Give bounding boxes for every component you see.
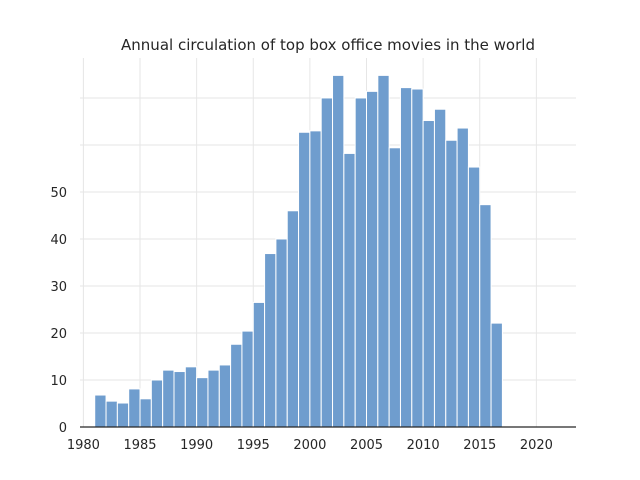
bar xyxy=(116,402,130,428)
x-tick-label: 2000 xyxy=(293,438,326,453)
y-tick-label: 30 xyxy=(50,280,67,295)
bar xyxy=(241,330,254,428)
bar xyxy=(433,108,447,428)
bar xyxy=(173,371,186,428)
bar xyxy=(388,147,401,428)
bar xyxy=(218,364,232,428)
bar xyxy=(150,379,164,428)
bar xyxy=(230,343,243,428)
bar xyxy=(490,322,503,428)
bar xyxy=(445,139,458,428)
bar xyxy=(332,74,345,428)
bar xyxy=(264,253,277,428)
y-tick-label: 10 xyxy=(50,374,67,389)
bar xyxy=(139,398,152,428)
x-tick-label: 2015 xyxy=(463,438,496,453)
y-axis-ticks: 0 10 20 30 40 50 xyxy=(50,186,67,436)
y-tick-label: 50 xyxy=(50,186,67,201)
bar xyxy=(366,90,379,428)
bar xyxy=(196,377,209,428)
x-tick-label: 1980 xyxy=(67,438,100,453)
bar xyxy=(377,74,390,428)
bar xyxy=(456,127,469,428)
bar xyxy=(94,394,107,428)
x-tick-label: 2010 xyxy=(407,438,440,453)
chart-title: Annual circulation of top box office mov… xyxy=(121,36,535,54)
bar xyxy=(286,210,300,428)
bar xyxy=(128,388,141,428)
x-axis-ticks: 1980 1985 1990 1995 2000 2005 2010 2015 2020 xyxy=(67,438,553,453)
bar xyxy=(479,204,492,428)
y-tick-label: 40 xyxy=(50,233,67,248)
bar xyxy=(411,88,424,428)
bar xyxy=(275,238,288,428)
bar xyxy=(354,97,368,428)
y-tick-label: 20 xyxy=(50,327,67,342)
bar xyxy=(298,131,311,428)
x-tick-label: 2020 xyxy=(520,438,553,453)
bar xyxy=(399,87,413,428)
bar xyxy=(320,97,334,428)
bar xyxy=(343,152,356,428)
x-tick-label: 2005 xyxy=(350,438,383,453)
bar xyxy=(467,166,481,428)
x-tick-label: 1985 xyxy=(123,438,156,453)
y-tick-label: 0 xyxy=(59,421,67,436)
bar xyxy=(422,120,435,428)
x-tick-label: 1995 xyxy=(237,438,270,453)
bar xyxy=(252,301,266,428)
bars xyxy=(94,74,503,428)
bar xyxy=(309,130,322,428)
bar xyxy=(162,369,175,428)
bar xyxy=(207,369,220,428)
x-tick-label: 1990 xyxy=(180,438,213,453)
bar xyxy=(105,400,118,428)
bar xyxy=(184,366,198,428)
